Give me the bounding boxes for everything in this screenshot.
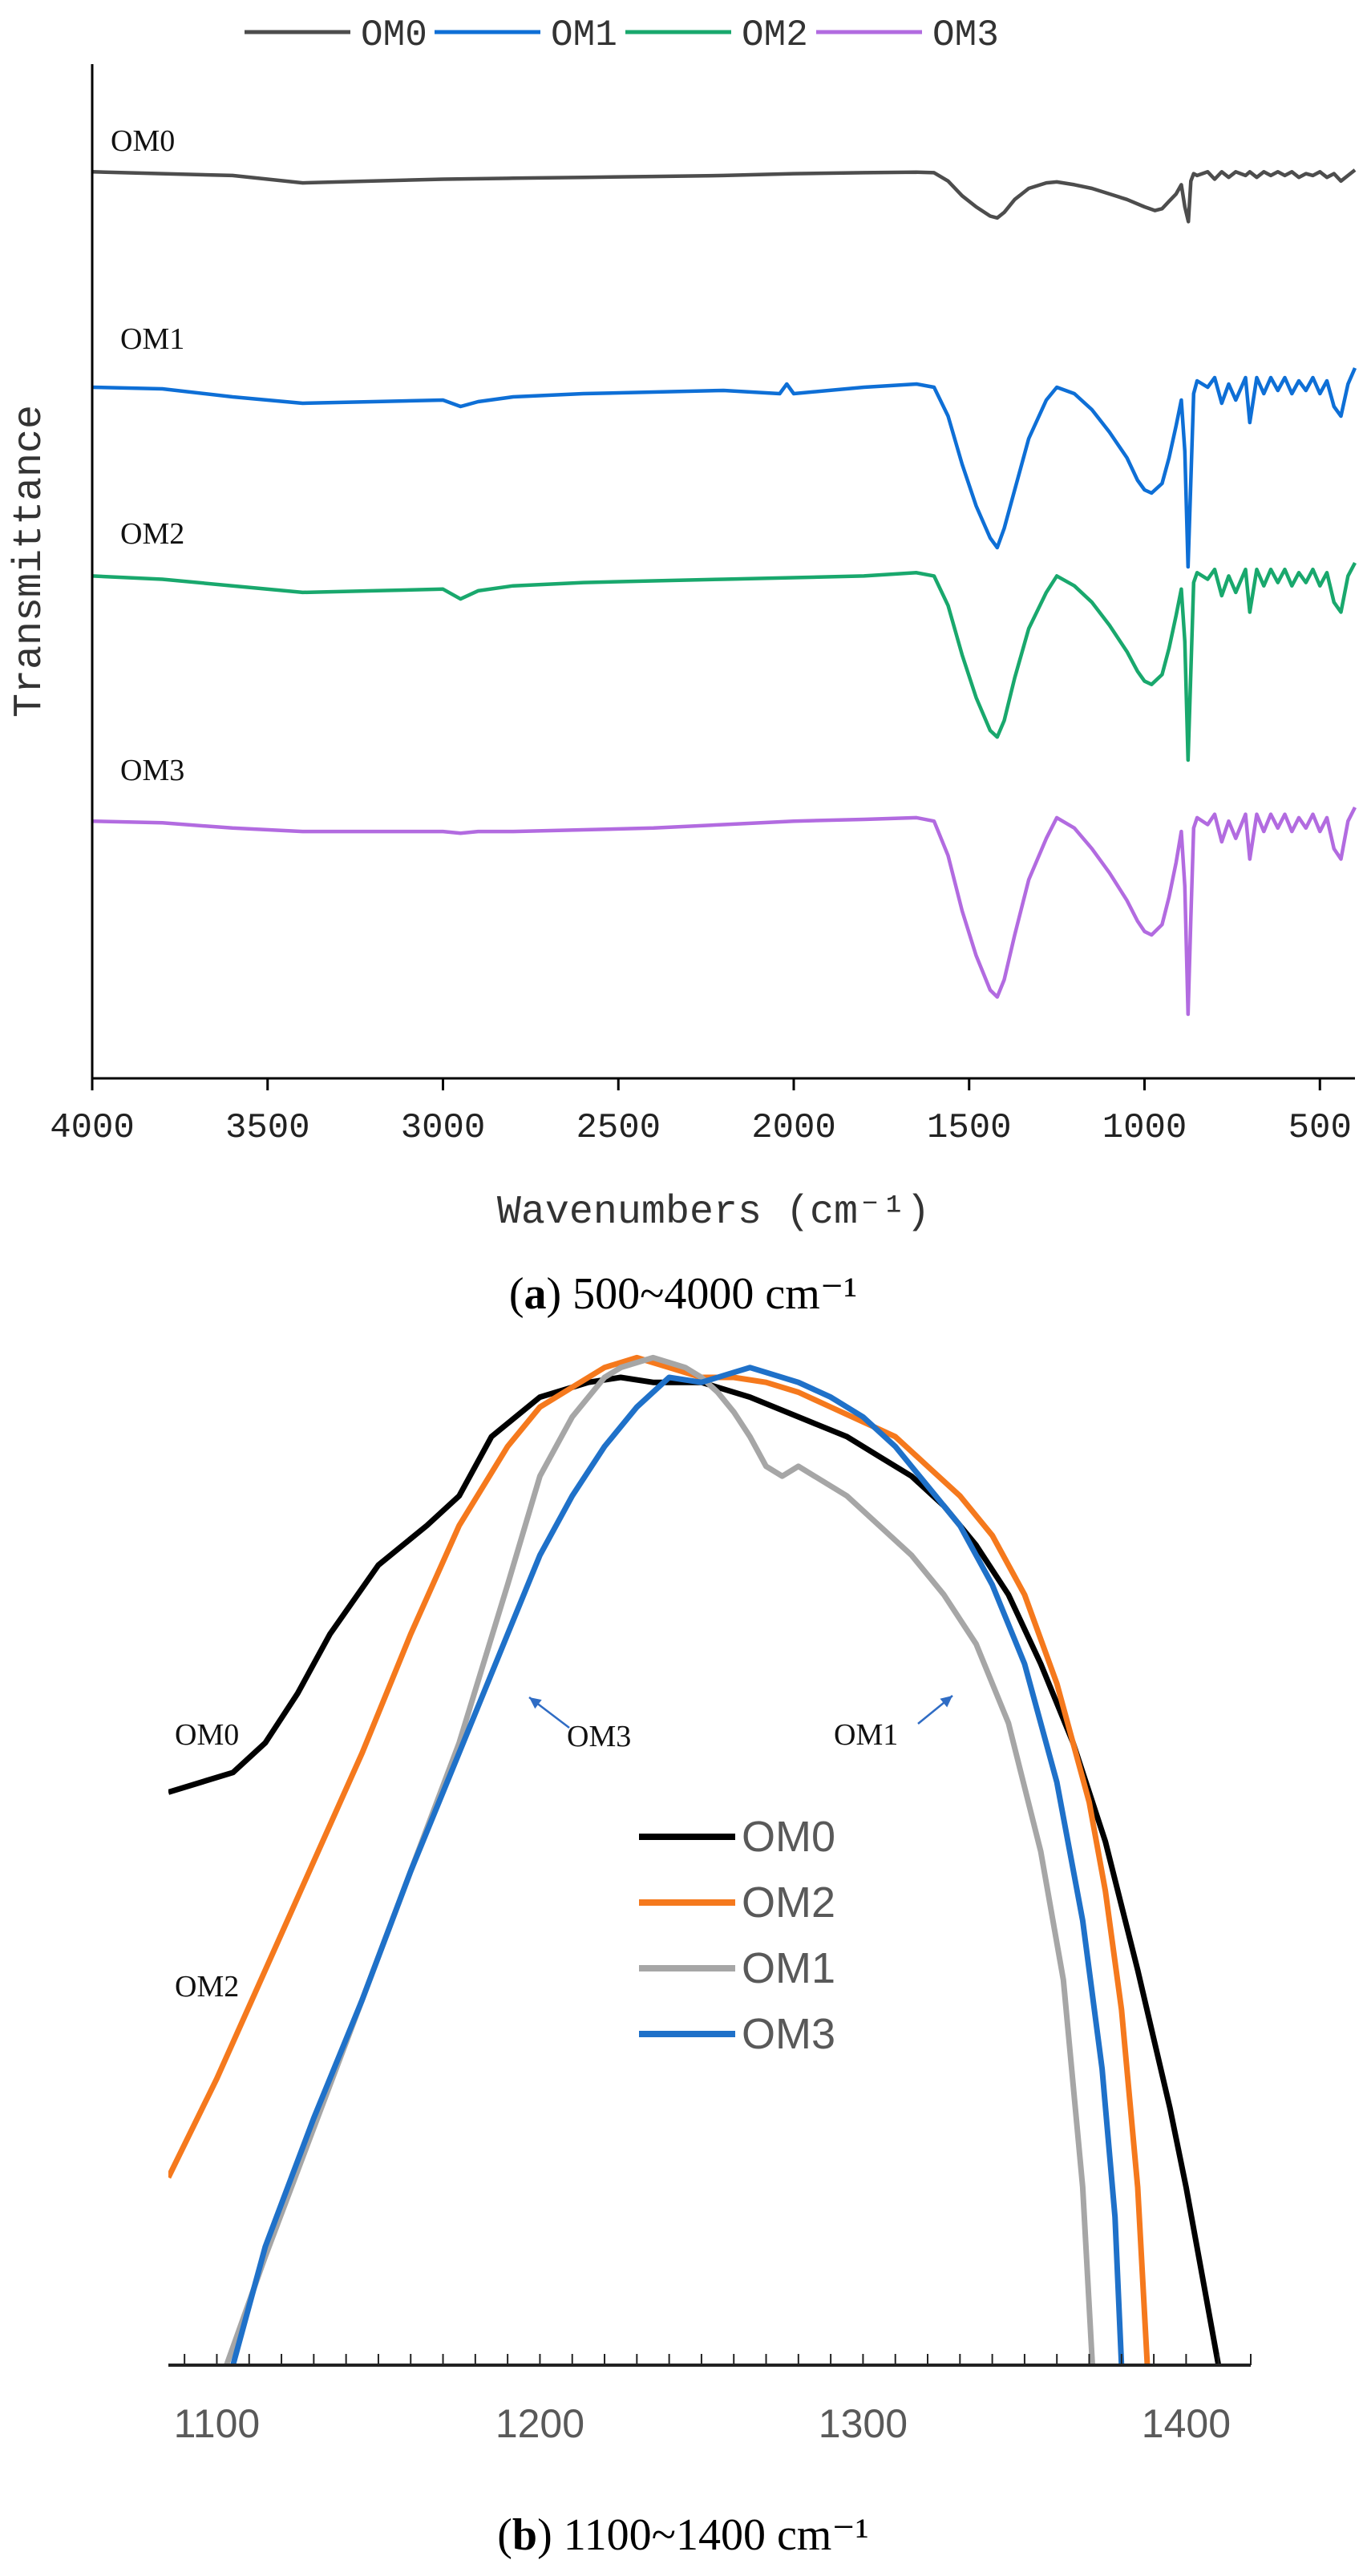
x-tick-label-b: 1400 (1142, 2401, 1231, 2446)
arrowhead-icon (529, 1697, 542, 1709)
curve-label-om1: OM1 (120, 322, 184, 356)
x-axis-label-a: Wavenumbers (cm⁻¹) (497, 1190, 930, 1235)
series-om3 (91, 806, 1357, 1017)
zoom-spectra-b (168, 1354, 1222, 2365)
x-tick-label: 3500 (225, 1108, 310, 1148)
caption-b-text: 1100~1400 cm⁻¹ (552, 2510, 869, 2560)
x-tick-label: 2500 (576, 1108, 661, 1148)
curve-label-om2: OM2 (120, 517, 184, 551)
legend-b-label-om3: OM3 (742, 2010, 835, 2058)
legend-b-label-om1: OM1 (742, 1944, 835, 1992)
annotation-om0: OM0 (175, 1718, 239, 1752)
series-om2 (91, 561, 1357, 762)
x-tick-label: 3000 (401, 1108, 486, 1148)
caption-b-letter: b (512, 2510, 537, 2560)
curve-labels-a: OM0 OM1 OM2 OM3 (111, 124, 184, 787)
legend-label-om0: OM0 (361, 14, 427, 56)
annotations-b: OM0 OM2 OM3 OM1 (175, 1695, 953, 2004)
annotation-om2: OM2 (175, 1970, 239, 2004)
x-tick-label: 1000 (1102, 1108, 1187, 1148)
x-tick-label: 2000 (751, 1108, 836, 1148)
spectra-a (91, 168, 1357, 1017)
zoom-series-om3 (230, 1365, 1125, 2365)
zoom-series-om2 (168, 1354, 1151, 2365)
arrowhead-icon (940, 1696, 952, 1708)
x-ticks-a: 4000 3500 3000 2500 2000 1500 1000 500 (50, 1078, 1352, 1148)
curve-label-om3: OM3 (120, 754, 184, 787)
legend-b-label-om2: OM2 (742, 1878, 835, 1927)
x-tick-label-b: 1100 (174, 2401, 261, 2446)
zoom-series-om1 (224, 1354, 1095, 2365)
caption-a: (a) 500~4000 cm⁻¹ (509, 1269, 857, 1319)
x-tick-label-b: 1200 (495, 2401, 584, 2446)
curve-label-om0: OM0 (111, 124, 175, 158)
legend-b: OM0 OM2 OM1 OM3 (639, 1813, 835, 2058)
x-tick-label: 500 (1288, 1108, 1352, 1148)
legend-label-om3: OM3 (932, 14, 999, 56)
x-tick-label: 1500 (927, 1108, 1012, 1148)
x-tick-label: 4000 (50, 1108, 135, 1148)
legend-b-label-om0: OM0 (742, 1813, 835, 1861)
annotation-om3: OM3 (567, 1720, 631, 1753)
legend-a: OM0 OM1 OM2 OM3 (245, 14, 999, 56)
caption-b: (b) 1100~1400 cm⁻¹ (497, 2510, 868, 2560)
series-om1 (91, 367, 1357, 569)
caption-a-letter: a (524, 1269, 546, 1319)
caption-a-text: 500~4000 cm⁻¹ (561, 1269, 857, 1319)
y-axis-label-a: Transmittance (7, 405, 53, 718)
x-ticks-b: 1100 1200 1300 1400 (174, 2354, 1252, 2446)
legend-label-om1: OM1 (551, 14, 617, 56)
annotation-om1: OM1 (834, 1718, 898, 1752)
panel-a: OM0 OM1 OM2 OM3 OM0 OM1 OM2 OM3 4000 3500 3000 25… (7, 14, 1357, 1319)
legend-label-om2: OM2 (742, 14, 808, 56)
zoom-series-om0 (168, 1374, 1222, 2365)
series-om0 (91, 168, 1357, 224)
x-tick-label-b: 1300 (819, 2401, 908, 2446)
